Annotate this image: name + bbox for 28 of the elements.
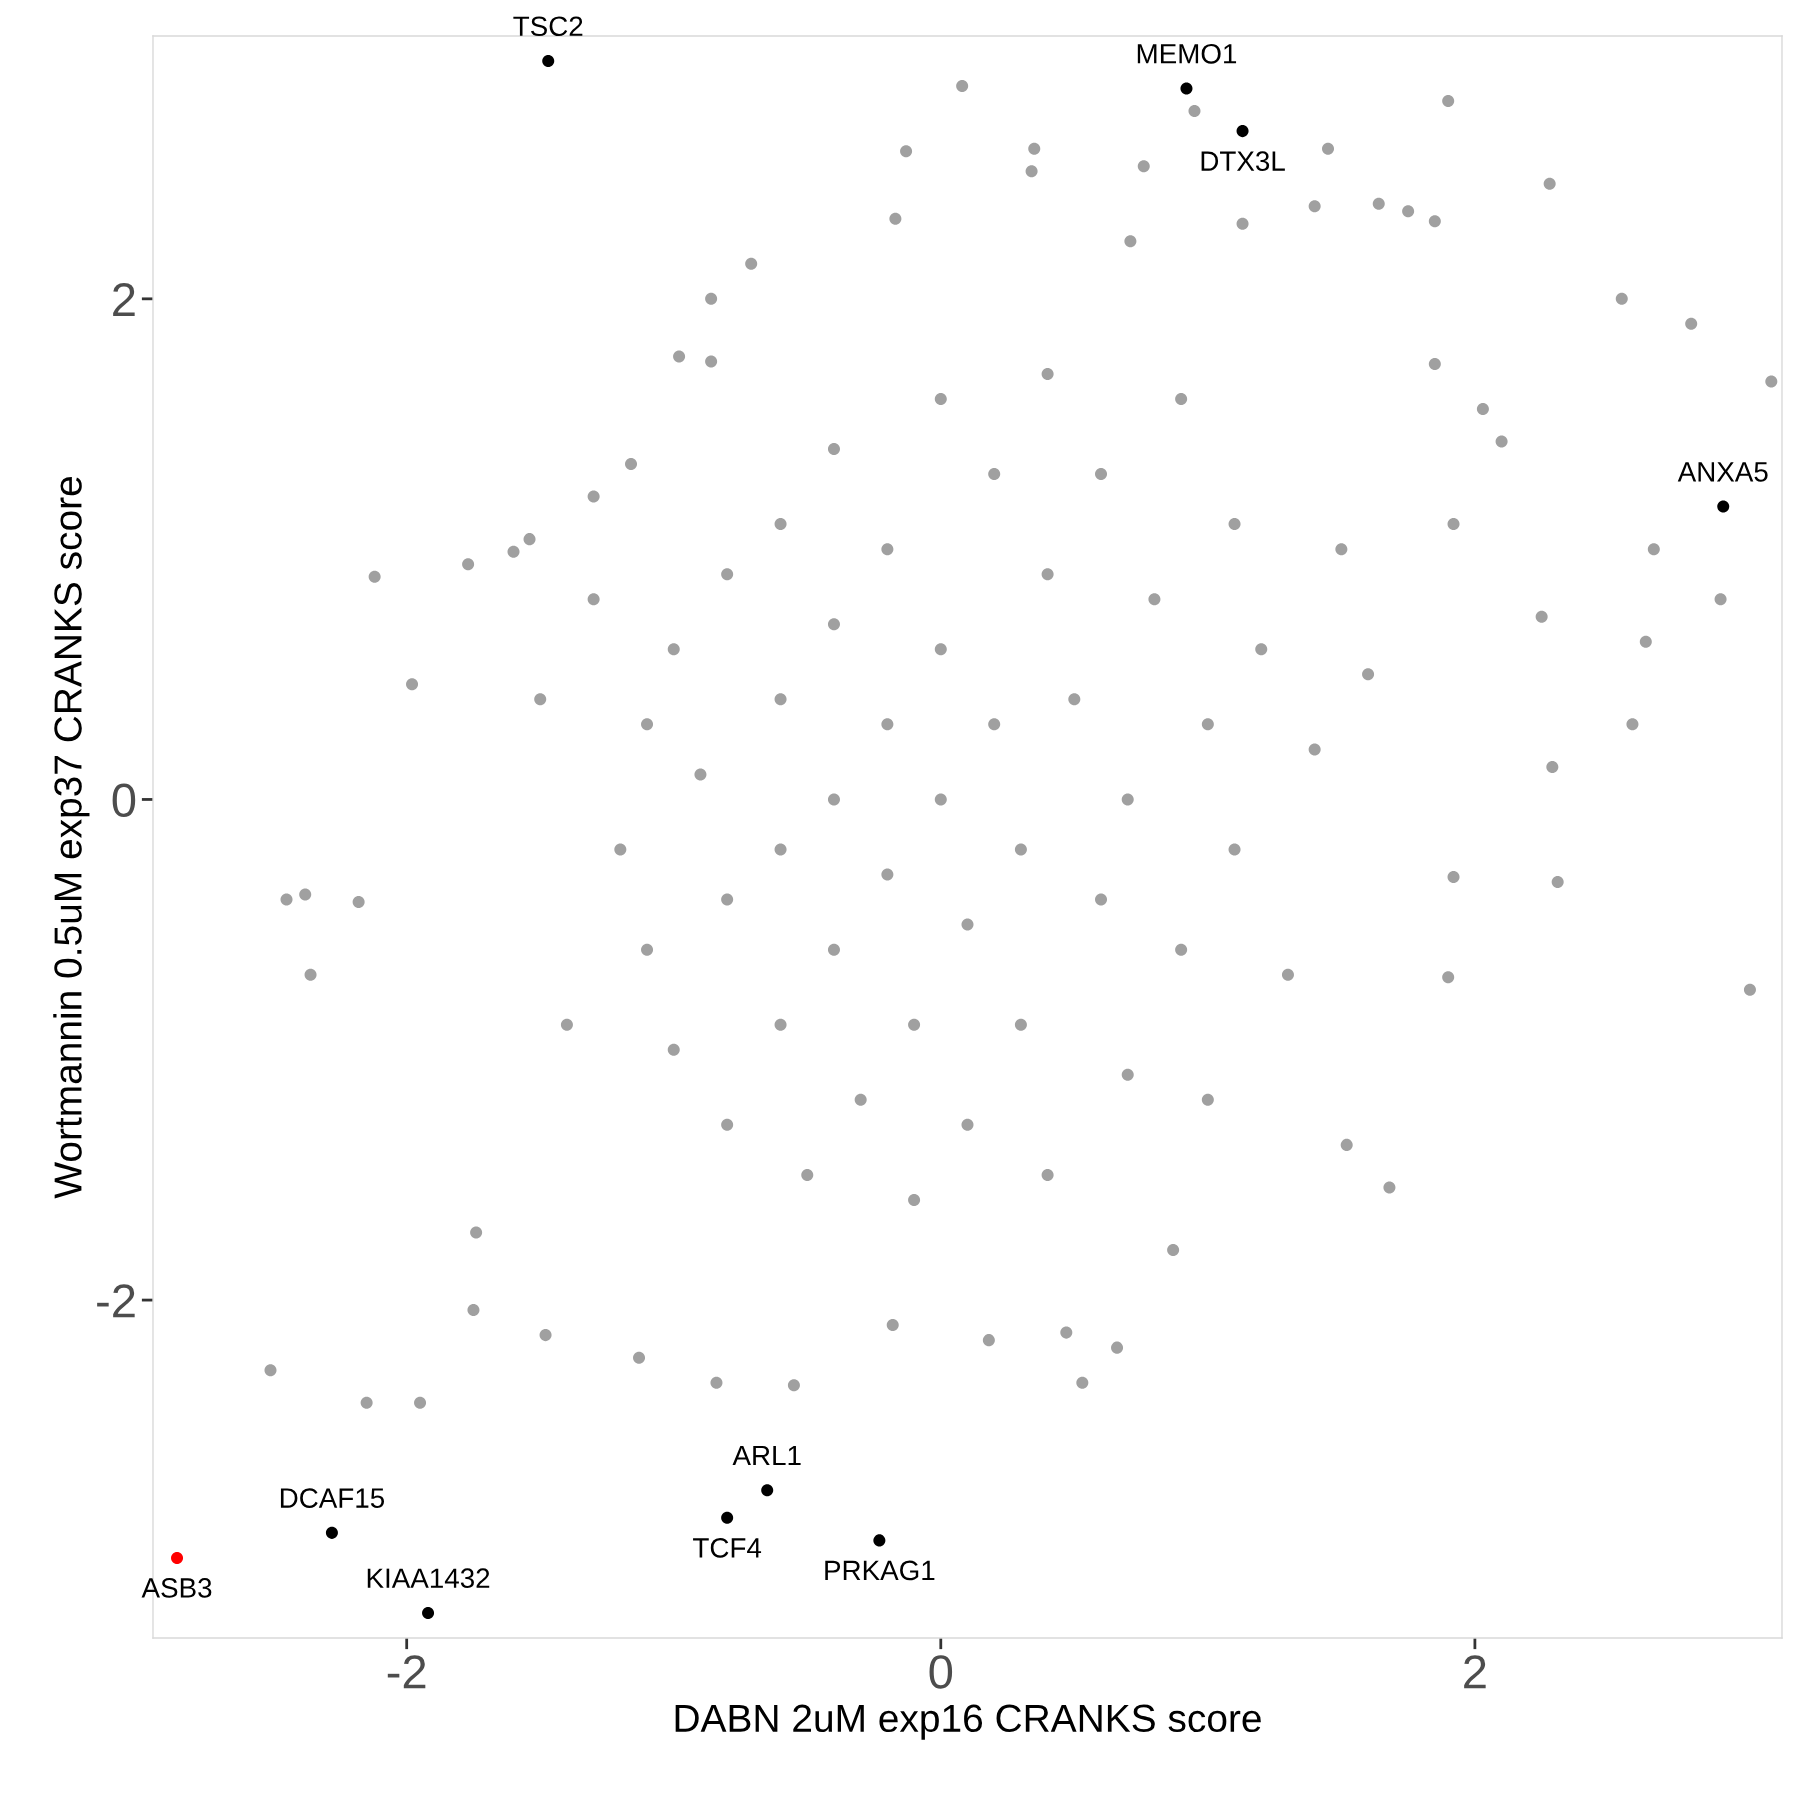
x-tick-label: 0 [929, 1655, 953, 1689]
x-tick-label: -2 [387, 1655, 426, 1689]
x-tick-label: 2 [1464, 1655, 1486, 1689]
y-tick-label: -2 [97, 1284, 135, 1318]
y-tick-label: 2 [113, 282, 135, 316]
point [171, 1551, 184, 1564]
point [422, 1606, 435, 1619]
annotation: KIAA1432 [367, 1568, 490, 1589]
point [721, 1511, 734, 1524]
point [1236, 125, 1249, 138]
point [873, 1534, 886, 1547]
annotation: DTX3L [1201, 151, 1285, 171]
x-axis-title: DABN 2uM exp16 CRANKS score [675, 1704, 1261, 1740]
point [761, 1484, 774, 1497]
annotation: TSC2 [513, 16, 583, 37]
annotation: ANXA5 [1677, 462, 1768, 482]
point [1717, 500, 1730, 513]
annotation: MEMO1 [1137, 43, 1237, 64]
annotation: ASB3 [141, 1578, 212, 1598]
annotation: PRKAG1 [825, 1560, 935, 1581]
y-tick-label: 0 [112, 783, 136, 818]
point [1180, 82, 1193, 95]
y-axis-title: Wortmannin 0.5uM exp37 CRANKS score [53, 477, 90, 1199]
annotation: TCF4 [693, 1538, 762, 1558]
annotation: DCAF15 [280, 1488, 385, 1508]
point [325, 1526, 338, 1539]
point [542, 55, 555, 68]
annotation: ARL1 [732, 1446, 801, 1466]
